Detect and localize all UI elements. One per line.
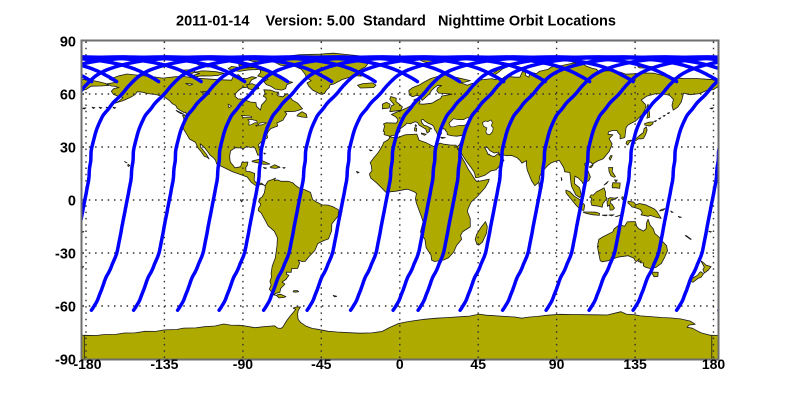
svg-text:-30: -30 [55, 247, 76, 263]
svg-text:0: 0 [68, 194, 76, 210]
svg-text:30: 30 [60, 141, 76, 157]
svg-text:60: 60 [60, 88, 76, 104]
svg-text:0: 0 [396, 356, 404, 372]
svg-text:135: 135 [623, 356, 647, 372]
svg-text:2011-01-14 Version: 5.00 S: 2011-01-14 Version: 5.00 Standard Nightt… [176, 13, 616, 29]
svg-text:180: 180 [702, 356, 726, 372]
svg-text:-180: -180 [73, 356, 101, 372]
svg-text:90: 90 [60, 35, 76, 51]
svg-text:-60: -60 [55, 300, 76, 316]
svg-text:45: 45 [470, 356, 486, 372]
svg-text:-90: -90 [55, 353, 76, 369]
svg-text:-135: -135 [150, 356, 178, 372]
svg-text:-45: -45 [311, 356, 331, 372]
svg-text:-90: -90 [233, 356, 253, 372]
svg-text:90: 90 [549, 356, 565, 372]
